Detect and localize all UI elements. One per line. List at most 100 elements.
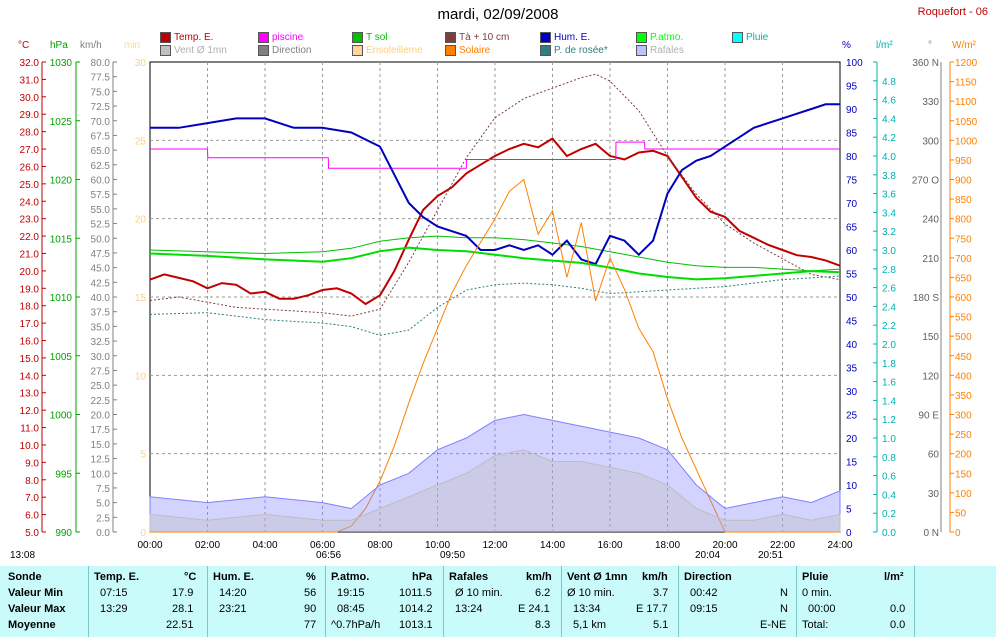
dir-tick: 180 S bbox=[913, 293, 939, 304]
hum-tick: 65 bbox=[846, 223, 858, 234]
sun-event-left: 13:08 bbox=[10, 550, 36, 561]
rain-tick: 2.0 bbox=[882, 340, 896, 351]
dir-tick: 330 bbox=[922, 97, 939, 108]
unit-min: min bbox=[124, 40, 141, 51]
hum-tick: 25 bbox=[846, 411, 858, 422]
wind-tick: 62.5 bbox=[91, 161, 111, 172]
temp-tick: 20.0 bbox=[20, 267, 40, 278]
wind-tick: 55.0 bbox=[91, 205, 111, 216]
station-name: Roquefort - 06 bbox=[917, 6, 988, 18]
wind-tick: 37.5 bbox=[91, 308, 111, 319]
temp-tick: 17.0 bbox=[20, 319, 40, 330]
dir-tick: 150 bbox=[922, 332, 939, 343]
hum-tick: 90 bbox=[846, 105, 858, 116]
temp-tick: 8.0 bbox=[25, 476, 39, 487]
solar-tick: 100 bbox=[955, 489, 972, 500]
series-line bbox=[149, 449, 841, 532]
rain-tick: 4.6 bbox=[882, 96, 896, 107]
x-tick-label: 04:00 bbox=[252, 540, 277, 551]
wind-tick: 15.0 bbox=[91, 440, 111, 451]
wind-tick: 65.0 bbox=[91, 146, 111, 157]
dir-avg-value: E-NE bbox=[760, 619, 787, 631]
header-temp: Temp. E. bbox=[94, 571, 140, 583]
rain-tick: 3.0 bbox=[882, 246, 896, 257]
wind-tick: 50.0 bbox=[91, 234, 111, 245]
rain-tick: 2.2 bbox=[882, 321, 896, 332]
wind-tick: 42.5 bbox=[91, 278, 111, 289]
temp-tick: 21.0 bbox=[20, 249, 40, 260]
x-tick-label: 08:00 bbox=[367, 540, 392, 551]
wind-tick: 35.0 bbox=[91, 322, 111, 333]
temp-tick: 31.0 bbox=[20, 75, 40, 86]
solar-tick: 450 bbox=[955, 352, 972, 363]
header-rain: Pluie bbox=[802, 571, 829, 583]
temp-tick: 18.0 bbox=[20, 302, 40, 313]
wind-tick: 32.5 bbox=[91, 337, 111, 348]
legend-label: Direction bbox=[272, 45, 312, 56]
press-min-time: 19:15 bbox=[337, 587, 365, 599]
hum-tick: 95 bbox=[846, 82, 858, 93]
rain-max-time: 00:00 bbox=[808, 603, 836, 615]
legend-item: Solaire bbox=[445, 45, 490, 56]
hum-tick: 80 bbox=[846, 152, 858, 163]
header-hum: Hum. E. bbox=[213, 571, 254, 583]
cloud-time: 09:50 bbox=[440, 550, 466, 561]
legend-label: P. de rosée* bbox=[554, 45, 608, 56]
rain-tick: 0.8 bbox=[882, 453, 896, 464]
press-tick: 990 bbox=[55, 528, 72, 539]
press-tick: 1010 bbox=[50, 293, 73, 304]
dir-tick: 60 bbox=[928, 450, 940, 461]
temp-tick: 14.0 bbox=[20, 371, 40, 382]
row-label-avg: Moyenne bbox=[8, 619, 56, 631]
dir-tick: 270 O bbox=[912, 176, 939, 187]
temp-tick: 25.0 bbox=[20, 180, 40, 191]
rain-tick: 4.4 bbox=[882, 114, 896, 125]
press-tick: 1015 bbox=[50, 234, 73, 245]
legend-swatch bbox=[636, 45, 647, 56]
hum-tick: 30 bbox=[846, 387, 858, 398]
row-label-min: Valeur Min bbox=[8, 587, 64, 599]
temp-tick: 28.0 bbox=[20, 128, 40, 139]
temp-max-time: 13:29 bbox=[100, 603, 128, 615]
temp-tick: 22.0 bbox=[20, 232, 40, 243]
x-tick-label: 22:00 bbox=[770, 540, 795, 551]
hum-tick: 50 bbox=[846, 293, 858, 304]
rain-tick: 2.8 bbox=[882, 265, 896, 276]
legend-item: Pluie bbox=[732, 32, 768, 43]
rain-tick: 0.2 bbox=[882, 509, 896, 520]
sun-events-bar: 13:08 06:56 09:50 20:04 20:51 bbox=[0, 550, 996, 564]
solar-tick: 600 bbox=[955, 293, 972, 304]
wind-tick: 60.0 bbox=[91, 176, 111, 187]
wind-tick: 22.5 bbox=[91, 396, 111, 407]
legend-label: Vent Ø 1mn bbox=[174, 45, 227, 56]
legend-label: Ensoleilleme bbox=[366, 45, 423, 56]
sun-min-tick: 25 bbox=[135, 136, 147, 147]
temp-tick: 19.0 bbox=[20, 284, 40, 295]
temp-tick: 23.0 bbox=[20, 215, 40, 226]
temp-tick: 5.0 bbox=[25, 528, 39, 539]
solar-tick: 500 bbox=[955, 332, 972, 343]
hum-tick: 10 bbox=[846, 481, 858, 492]
rain-tick: 2.6 bbox=[882, 284, 896, 295]
temp-tick: 30.0 bbox=[20, 93, 40, 104]
hum-tick: 0 bbox=[846, 528, 852, 539]
legend-item: piscine bbox=[258, 32, 303, 43]
x-tick-label: 12:00 bbox=[482, 540, 507, 551]
temp-tick: 9.0 bbox=[25, 458, 39, 469]
series-line bbox=[150, 141, 840, 169]
wind-tick: 52.5 bbox=[91, 220, 111, 231]
legend-label: Hum. E. bbox=[554, 32, 591, 43]
rain-tick: 0.0 bbox=[882, 528, 896, 539]
series-line bbox=[149, 73, 841, 317]
hum-min-value: 56 bbox=[304, 587, 317, 599]
dir-tick: 90 E bbox=[918, 411, 939, 422]
temp-min-value: 17.9 bbox=[172, 587, 194, 599]
press-tick: 1000 bbox=[50, 411, 73, 422]
rain-tick: 1.4 bbox=[882, 396, 896, 407]
sun-min-tick: 10 bbox=[135, 371, 147, 382]
legend-swatch bbox=[732, 32, 743, 43]
temp-tick: 7.0 bbox=[25, 493, 39, 504]
legend-label: Temp. E. bbox=[174, 32, 214, 43]
dir-min-time: 00:42 bbox=[690, 587, 718, 599]
hum-avg-value: 77 bbox=[304, 619, 317, 631]
